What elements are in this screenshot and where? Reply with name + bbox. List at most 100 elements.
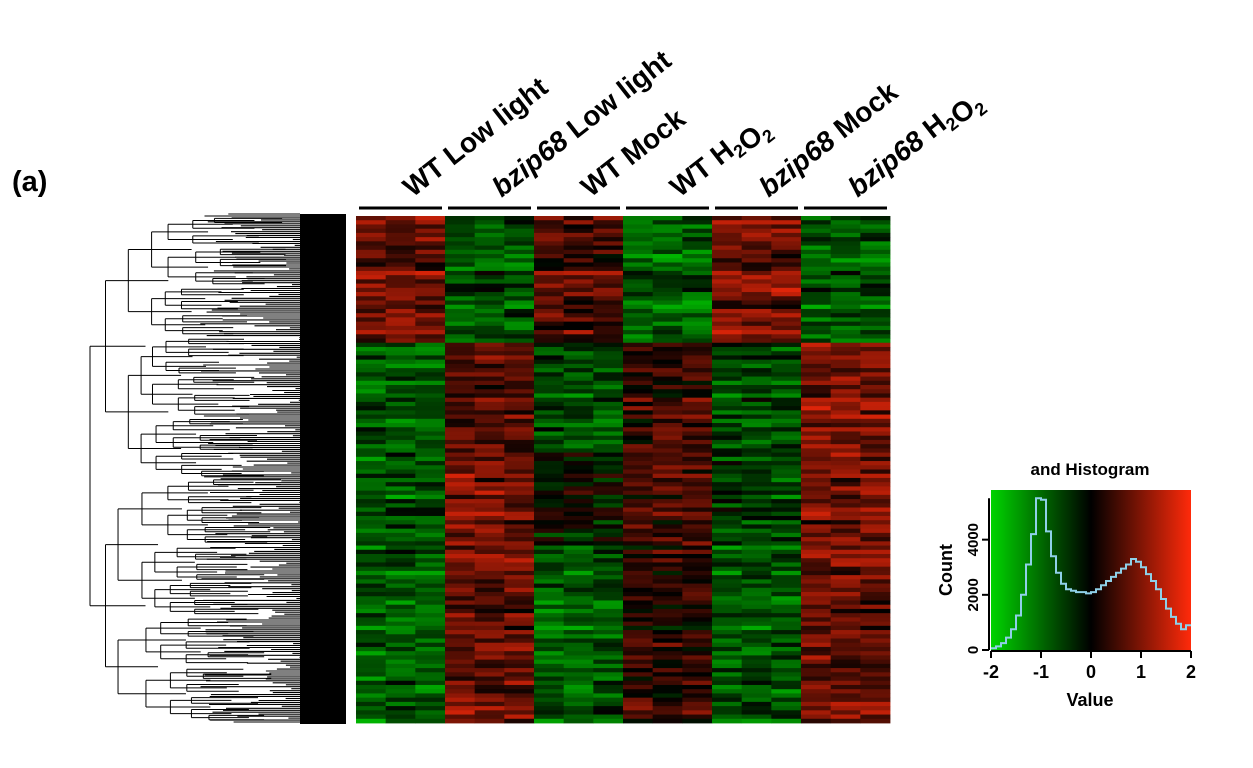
- heatmap-cell: [712, 300, 743, 306]
- heatmap-cell: [712, 241, 743, 246]
- heatmap-cell: [860, 308, 891, 314]
- heatmap-cell: [474, 646, 505, 652]
- heatmap-cell: [771, 228, 802, 234]
- heatmap-cell: [771, 528, 802, 534]
- heatmap-cell: [771, 397, 802, 403]
- heatmap-cell: [356, 245, 387, 251]
- heatmap-cell: [563, 482, 594, 487]
- heatmap-cell: [712, 646, 743, 652]
- heatmap-cell: [801, 562, 832, 568]
- heatmap-cell: [385, 330, 416, 335]
- heatmap-cell: [652, 313, 683, 318]
- heatmap-cell: [415, 431, 446, 437]
- heatmap-cell: [860, 469, 891, 475]
- heatmap-cell: [771, 554, 802, 559]
- heatmap-cell: [860, 676, 891, 682]
- heatmap-cell: [385, 537, 416, 542]
- heatmap-cell: [445, 224, 476, 230]
- heatmap-cell: [504, 334, 535, 339]
- heatmap-cell: [682, 575, 713, 580]
- heatmap-cell: [445, 630, 476, 635]
- heatmap-cell: [801, 541, 832, 546]
- heatmap-cell: [504, 444, 535, 449]
- heatmap-cell: [563, 216, 594, 221]
- heatmap-cell: [860, 287, 891, 293]
- heatmap-cell: [385, 651, 416, 656]
- heatmap-cell: [534, 554, 565, 559]
- heatmap-cell: [415, 401, 446, 407]
- heatmap-cell: [534, 452, 565, 458]
- heatmap-cell: [771, 254, 802, 259]
- heatmap-cell: [593, 554, 624, 559]
- heatmap-cell: [415, 608, 446, 614]
- heatmap-cell: [860, 300, 891, 306]
- heatmap-cell: [801, 448, 832, 454]
- heatmap-cell: [563, 549, 594, 555]
- heatmap-cell: [415, 452, 446, 458]
- heatmap-cell: [652, 461, 683, 466]
- heatmap-cell: [771, 701, 802, 707]
- heatmap-cell: [534, 321, 565, 327]
- heatmap-cell: [385, 684, 416, 690]
- heatmap-cell: [534, 228, 565, 234]
- heatmap-cell: [623, 393, 654, 399]
- heatmap-cell: [712, 452, 743, 458]
- heatmap-cell: [652, 554, 683, 559]
- heatmap-cell: [593, 511, 624, 517]
- heatmap-cell: [593, 473, 624, 479]
- heatmap-cell: [385, 566, 416, 572]
- heatmap-cell: [712, 710, 743, 715]
- heatmap-cell: [771, 368, 802, 373]
- heatmap-cell: [682, 651, 713, 656]
- heatmap-cell: [652, 296, 683, 301]
- heatmap-cell: [504, 617, 535, 623]
- heatmap-cell: [474, 380, 505, 386]
- heatmap-cell: [741, 520, 772, 525]
- heatmap-cell: [712, 321, 743, 327]
- heatmap-cell: [830, 663, 861, 669]
- heatmap-cell: [682, 266, 713, 272]
- heatmap-cell: [385, 659, 416, 665]
- heatmap-cell: [682, 363, 713, 369]
- heatmap-cell: [474, 431, 505, 437]
- heatmap-cell: [356, 444, 387, 449]
- heatmap-cell: [385, 689, 416, 694]
- heatmap-cell: [652, 380, 683, 386]
- heatmap-cell: [534, 604, 565, 610]
- heatmap-cell: [652, 718, 683, 724]
- heatmap-cell: [771, 575, 802, 580]
- heatmap-cell: [474, 245, 505, 251]
- heatmap-cell: [445, 608, 476, 614]
- heatmap-cell: [712, 600, 743, 606]
- heatmap-cell: [623, 554, 654, 559]
- heatmap-cell: [504, 570, 535, 576]
- heatmap-cell: [741, 545, 772, 551]
- heatmap-cell: [504, 237, 535, 242]
- heatmap-cell: [860, 600, 891, 606]
- heatmap-cell: [504, 262, 535, 268]
- heatmap-cell: [385, 452, 416, 458]
- heatmap-cell: [415, 342, 446, 348]
- heatmap-cell: [860, 220, 891, 225]
- heatmap-cell: [771, 503, 802, 508]
- heatmap-cell: [415, 621, 446, 627]
- heatmap-cell: [771, 655, 802, 661]
- heatmap-cell: [712, 279, 743, 285]
- heatmap-cell: [682, 528, 713, 534]
- heatmap-cell: [593, 300, 624, 306]
- heatmap-cell: [385, 554, 416, 559]
- heatmap-cell: [563, 554, 594, 559]
- heatmap-cell: [385, 376, 416, 382]
- heatmap-cell: [385, 410, 416, 415]
- heatmap-cell: [563, 308, 594, 314]
- heatmap-cell: [504, 490, 535, 496]
- heatmap-cell: [534, 439, 565, 445]
- heatmap-cell: [534, 520, 565, 525]
- heatmap-cell: [385, 604, 416, 610]
- heatmap-cell: [860, 537, 891, 542]
- heatmap-cell: [712, 372, 743, 377]
- heatmap-cell: [474, 444, 505, 449]
- heatmap-cell: [623, 444, 654, 449]
- heatmap-cell: [712, 549, 743, 555]
- heatmap-cell: [504, 625, 535, 631]
